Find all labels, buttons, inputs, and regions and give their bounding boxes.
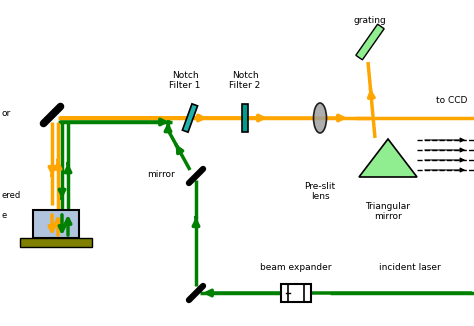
Polygon shape [242, 104, 248, 132]
Text: e: e [2, 211, 7, 219]
Polygon shape [182, 104, 198, 132]
Polygon shape [359, 139, 417, 177]
Polygon shape [356, 24, 384, 60]
Text: Notch
Filter 2: Notch Filter 2 [229, 71, 261, 90]
Text: Triangular
mirror: Triangular mirror [365, 202, 410, 221]
Text: grating: grating [354, 16, 386, 25]
Text: beam expander: beam expander [260, 263, 332, 272]
Text: mirror: mirror [147, 170, 175, 179]
Text: ered: ered [2, 190, 21, 200]
Text: to CCD: to CCD [436, 96, 468, 105]
Ellipse shape [313, 103, 327, 133]
Text: incident laser: incident laser [379, 263, 441, 272]
Bar [281, 284, 311, 302]
Bar [20, 238, 92, 247]
Text: Notch
Filter 1: Notch Filter 1 [169, 71, 201, 90]
Text: Pre-slit
lens: Pre-slit lens [304, 182, 336, 201]
Text: or: or [2, 109, 11, 117]
Bar [33, 210, 79, 238]
